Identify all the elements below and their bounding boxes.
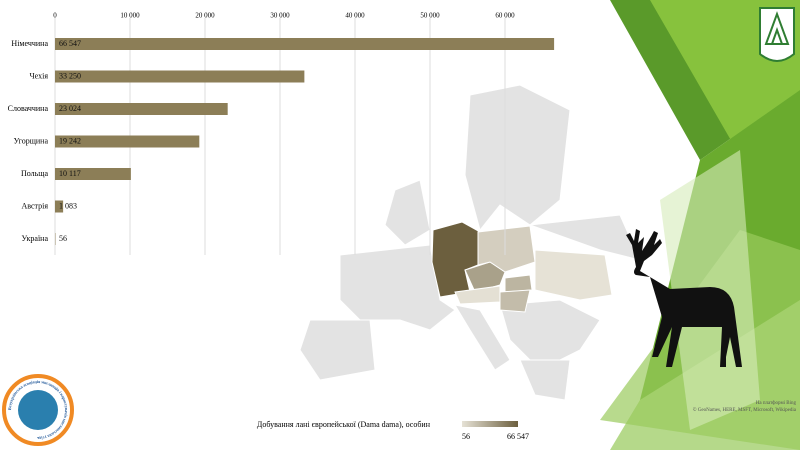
country-area: [477, 225, 536, 273]
value-label: 19 242: [59, 136, 81, 145]
logo: Всеукраїнська асоціація мисливців і кори…: [2, 374, 74, 446]
category-label: Польща: [21, 169, 48, 178]
category-label: Австрія: [21, 201, 48, 210]
value-label: 1 083: [59, 201, 77, 210]
legend-title: Добування лані європейської (Dama dama),…: [257, 420, 431, 429]
category-label: Україна: [22, 234, 49, 243]
decoration: [600, 0, 800, 450]
emblem: [759, 7, 795, 62]
country-area: [534, 249, 613, 301]
category-label: Словаччина: [8, 104, 49, 113]
color-scale: [462, 421, 518, 427]
credit-platform: На платформі Bing: [756, 401, 797, 406]
x-tick-label: 50 000: [420, 12, 440, 20]
x-tick-label: 0: [53, 12, 57, 20]
x-tick-label: 10 000: [120, 12, 140, 20]
bar: [55, 38, 555, 50]
map: [299, 84, 641, 401]
country-area: [454, 285, 501, 305]
value-label: 10 117: [59, 169, 81, 178]
legend-tick-label: 56: [462, 432, 470, 441]
legend-tick-label: 66 547: [507, 432, 529, 441]
deer: [626, 229, 742, 367]
value-label: 66 547: [59, 39, 81, 48]
category-label: Чехія: [29, 71, 48, 80]
bar: [55, 200, 64, 213]
category-label: Німеччина: [11, 39, 48, 48]
value-label: 56: [59, 234, 67, 243]
value-label: 33 250: [59, 71, 81, 80]
bar: [55, 135, 200, 148]
country-area: [504, 274, 533, 293]
x-tick-label: 60 000: [495, 12, 515, 20]
bar: [55, 103, 228, 115]
category-label: Угорщина: [14, 136, 49, 145]
x-tick-label: 40 000: [345, 12, 365, 20]
x-tick-label: 30 000: [270, 12, 290, 20]
credit-sources: © GeoNames, HERE, MSFT, Microsoft, Wikip…: [693, 407, 797, 413]
bar: [55, 168, 131, 180]
country-area: [499, 289, 531, 313]
x-tick-label: 20 000: [195, 12, 215, 20]
value-label: 23 024: [59, 104, 81, 113]
bar: [55, 70, 305, 83]
